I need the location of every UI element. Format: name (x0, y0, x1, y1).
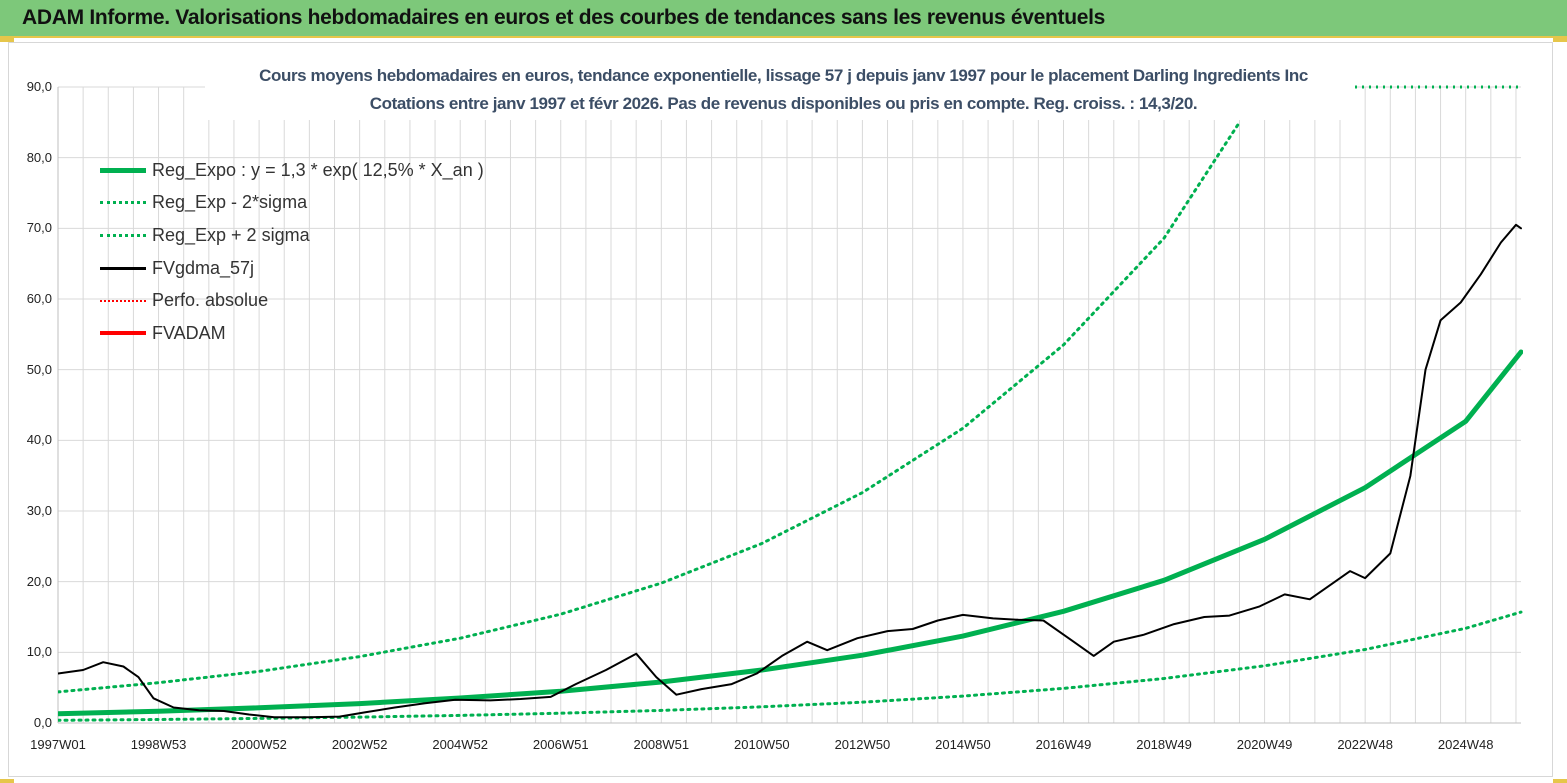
y-tick-label: 60,0 (26, 291, 52, 306)
legend-swatch-dotted-red (100, 299, 146, 302)
legend-label: FVgdma_57j (152, 257, 255, 278)
y-tick-label: 0,0 (33, 715, 52, 730)
y-tick-label: 90,0 (26, 79, 52, 94)
x-tick-label: 2008W51 (633, 737, 690, 752)
series-line-2 (58, 120, 1241, 694)
y-tick-label: 70,0 (26, 220, 52, 236)
x-tick-label: 2002W52 (331, 737, 388, 752)
x-tick-label: 1998W53 (130, 737, 187, 752)
y-tick-label: 10,0 (26, 644, 52, 660)
corner-accent (0, 38, 14, 42)
x-tick-label: 2004W52 (432, 737, 489, 752)
legend-item: Reg_Expo : y = 1,3 * exp( 12,5% * X_an ) (100, 154, 484, 187)
chart-frame (8, 42, 1553, 777)
legend-swatch-red (100, 331, 146, 336)
report-title: ADAM Informe. Valorisations hebdomadaire… (22, 6, 1106, 29)
legend-label: Reg_Exp - 2*sigma (152, 192, 308, 213)
legend-label: Perfo. absolue (152, 290, 269, 311)
legend-swatch-solid-green (100, 167, 146, 173)
y-tick-label: 20,0 (26, 573, 52, 589)
y-tick-label: 40,0 (26, 432, 52, 448)
x-tick-label: 2018W49 (1136, 737, 1192, 752)
x-tick-label: 2020W49 (1236, 737, 1293, 752)
legend-label: FVADAM (152, 322, 226, 343)
x-tick-label: 2010W50 (734, 737, 790, 752)
legend-item: Reg_Exp + 2 sigma (100, 219, 484, 252)
legend-swatch-dotted-green (100, 233, 146, 237)
x-tick-label: 2016W49 (1035, 737, 1092, 752)
y-tick-label: 80,0 (26, 149, 52, 165)
y-tick-label: 50,0 (26, 361, 52, 377)
y-tick-label: 30,0 (26, 503, 52, 518)
x-tick-label: 2024W48 (1437, 737, 1494, 752)
legend-item: Perfo. absolue (100, 284, 484, 317)
corner-accent (1553, 38, 1567, 42)
title-background (205, 62, 1355, 120)
x-tick-label: 2014W50 (935, 737, 991, 752)
x-tick-label: 2022W48 (1337, 737, 1393, 752)
chart-subtitle: Cotations entre janv 1997 et févr 2026. … (369, 94, 1198, 113)
legend-item: Reg_Exp - 2*sigma (100, 187, 484, 220)
chart-title: Cours moyens hebdomadaires en euros, ten… (259, 66, 1308, 85)
series-line-0 (58, 349, 1523, 717)
legend-label: Reg_Expo : y = 1,3 * exp( 12,5% * X_an ) (152, 159, 484, 180)
x-tick-label: 2000W52 (231, 737, 287, 752)
legend-swatch-dotted-green (100, 201, 146, 205)
x-tick-label: 2006W51 (532, 737, 589, 752)
report-banner: ADAM Informe. Valorisations hebdomadaire… (0, 0, 1567, 38)
corner-accent (0, 779, 14, 783)
legend-item: FVgdma_57j (100, 252, 484, 285)
legend-label: Reg_Exp + 2 sigma (152, 224, 310, 245)
chart-legend: Reg_Expo : y = 1,3 * exp( 12,5% * X_an )… (100, 154, 484, 350)
x-tick-label: 2012W50 (834, 737, 891, 752)
x-tick-label: 1997W01 (30, 737, 86, 752)
series-line-3 (58, 223, 1522, 719)
corner-accent (1553, 779, 1567, 783)
legend-item: FVADAM (100, 317, 484, 350)
legend-swatch-black (100, 266, 146, 270)
